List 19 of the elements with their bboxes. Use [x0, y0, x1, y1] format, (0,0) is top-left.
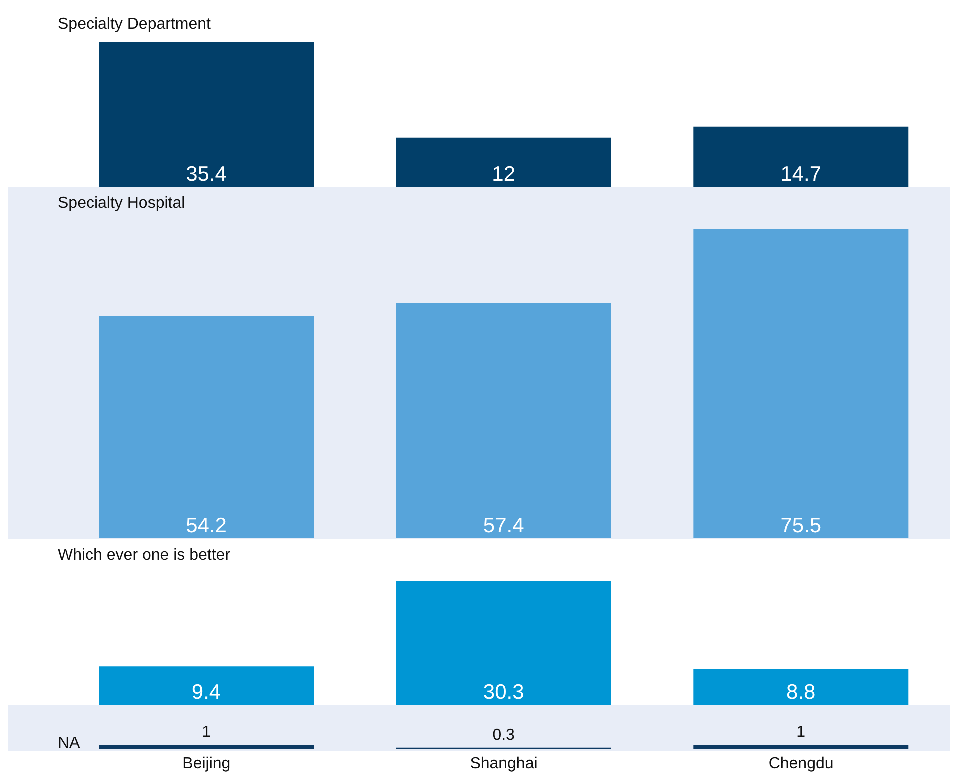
data-label: 8.8	[786, 680, 816, 704]
x-tick-label: Shanghai	[470, 755, 538, 772]
data-label: 54.2	[186, 514, 227, 538]
chart-title: NA	[58, 734, 80, 753]
chart-title: Which ever one is better	[58, 546, 231, 565]
data-label: 30.3	[483, 680, 524, 704]
x-tick-label: Chengdu	[768, 755, 834, 772]
data-label: 14.7	[780, 163, 822, 186]
x-tick-label: Beijing	[182, 755, 231, 772]
data-label: 1	[796, 724, 806, 741]
data-label: 75.5	[780, 514, 822, 538]
data-label: 1	[202, 724, 212, 741]
data-label: 0.3	[492, 726, 516, 744]
data-label: 12	[492, 163, 516, 186]
chart-title: Specialty Hospital	[58, 195, 186, 214]
data-label: 57.4	[483, 514, 525, 538]
data-label: 9.4	[192, 680, 222, 704]
data-label: 35.4	[186, 163, 228, 186]
chart-title: Specialty Department	[58, 16, 211, 34]
